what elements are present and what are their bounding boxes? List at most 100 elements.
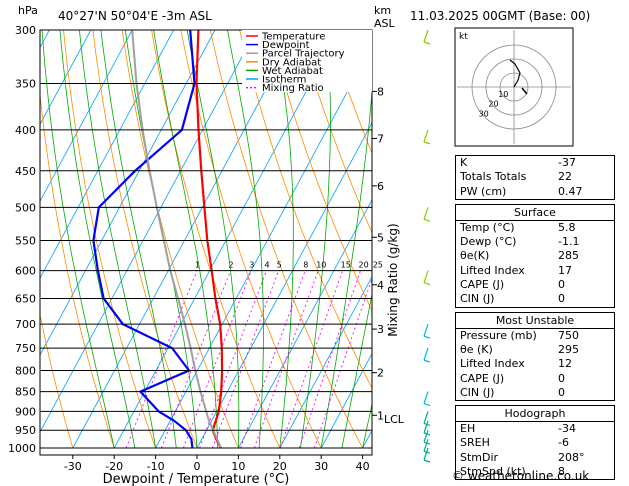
index-row: EH -34 — [456, 422, 614, 436]
mixing-ratio-line — [161, 270, 231, 449]
isotherm-line — [40, 30, 216, 356]
wind-barb-flag — [423, 41, 431, 45]
mixing-ratio-label: 8 — [303, 261, 308, 270]
index-row: K -37 — [456, 156, 614, 170]
index-row: Dewp (°C) -1.1 — [456, 235, 614, 249]
mixing-ratio-line — [253, 270, 319, 449]
wet-adiabat-line — [227, 30, 264, 449]
index-label: Temp (°C) — [460, 220, 515, 234]
index-value: 285 — [558, 249, 579, 263]
index-value: 17 — [558, 263, 572, 277]
indices-panel: K -37 Totals Totals 22 PW (cm) 0.47 Surface T… — [455, 155, 615, 484]
index-label: SREH — [460, 436, 490, 450]
mixing-ratio-label: 3 — [249, 261, 254, 270]
trace-parcel-trajectory — [131, 30, 222, 449]
km-tick-label: 3 — [377, 323, 384, 336]
index-label: Pressure (mb) — [460, 328, 537, 342]
index-row: StmSpd (kt) 8 — [456, 465, 614, 479]
wind-barb-staff — [423, 411, 429, 424]
pressure-tick-label: 900 — [15, 405, 36, 418]
index-row: Totals Totals 22 — [456, 170, 614, 184]
index-value: 5.8 — [558, 220, 576, 234]
legend-background — [242, 30, 372, 92]
wind-barb-flag — [423, 459, 431, 463]
index-label: StmDir — [460, 450, 499, 464]
dry-adiabat-line — [621, 30, 629, 448]
wind-barb-staff — [423, 207, 429, 220]
index-value: 22 — [558, 170, 572, 184]
index-label: θe(K) — [460, 249, 490, 263]
index-value: 0 — [558, 371, 565, 385]
index-row: θe (K) 295 — [456, 343, 614, 357]
dry-adiabat-line — [40, 313, 74, 449]
wind-barb-flag — [423, 218, 431, 222]
wind-barb-staff — [423, 439, 429, 452]
x-tick-label: -30 — [64, 460, 82, 473]
legend-label: Dewpoint — [262, 40, 310, 51]
index-value: -34 — [558, 422, 576, 436]
index-value: 208° — [558, 450, 585, 464]
index-label: CAPE (J) — [460, 278, 505, 292]
x-axis-label: Dewpoint / Temperature (°C) — [103, 472, 290, 486]
most-unstable-title: Most Unstable — [456, 313, 614, 329]
index-label: PW (cm) — [460, 184, 507, 198]
index-row: CIN (J) 0 — [456, 386, 614, 400]
mixing-ratio-label: 4 — [265, 261, 270, 270]
x-tick-label: 40 — [356, 460, 370, 473]
basic-indices-table: K -37 Totals Totals 22 PW (cm) 0.47 — [455, 155, 615, 200]
hodograph-ring-label: 10 — [498, 90, 508, 99]
dry-adiabat-line — [327, 30, 372, 155]
index-label: Lifted Index — [460, 357, 525, 371]
index-value: 0 — [558, 385, 565, 399]
wind-barb-staff — [423, 420, 429, 434]
mixing-ratio-label: 20 — [359, 261, 369, 270]
pressure-tick-label: 850 — [15, 386, 36, 399]
legend-label: Temperature — [261, 32, 325, 43]
index-value: 0 — [558, 292, 565, 306]
isotherm-line — [196, 122, 372, 449]
footer-credit[interactable]: © weatheronline.co.uk — [452, 469, 590, 483]
mixing-ratio-label: 25 — [373, 261, 383, 270]
y-axis-label: Mixing Ratio (g/kg) — [386, 223, 400, 336]
index-value: 8 — [558, 465, 565, 479]
mixing-ratio-label: 2 — [229, 261, 234, 270]
mixing-ratio-label: 1 — [195, 261, 200, 270]
wet-adiabat-line — [41, 30, 115, 449]
km-tick-label: 8 — [377, 85, 384, 98]
index-value: 12 — [558, 357, 572, 371]
isotherm-line — [279, 275, 372, 449]
mixing-ratio-line — [211, 270, 280, 449]
pressure-tick-label: 450 — [15, 165, 36, 178]
index-value: -37 — [558, 156, 576, 169]
index-label: K — [460, 156, 468, 169]
index-row: θe(K) 285 — [456, 249, 614, 263]
index-label: θe (K) — [460, 342, 493, 356]
wind-barb-staff — [423, 29, 429, 43]
isotherm-line — [155, 45, 372, 449]
isotherm-line — [40, 30, 133, 203]
wind-barb-staff — [423, 347, 429, 361]
isotherm-line — [113, 30, 340, 449]
hodograph-trace — [509, 59, 521, 88]
index-row: Pressure (mb) 750 — [456, 329, 614, 343]
index-row: SREH -6 — [456, 436, 614, 450]
index-value: 0 — [558, 278, 565, 292]
asl-label: ASL — [374, 17, 396, 30]
wet-adiabat-line — [59, 30, 136, 449]
index-label: CIN (J) — [460, 385, 495, 399]
wind-barb-flag — [423, 335, 431, 339]
x-tick-label: -10 — [147, 460, 165, 473]
pressure-tick-label: 950 — [15, 424, 36, 437]
mixing-ratio-line — [199, 270, 267, 449]
wind-barb-staff — [423, 430, 429, 443]
index-row: Lifted Index 17 — [456, 264, 614, 278]
km-tick-label: 7 — [377, 132, 384, 145]
legend-label: Mixing Ratio — [262, 83, 324, 94]
km-unit: km — [374, 4, 391, 17]
hodograph-ring-label: 20 — [488, 100, 498, 109]
index-value: -6 — [558, 436, 569, 450]
legend-label: Parcel Trajectory — [262, 49, 345, 60]
